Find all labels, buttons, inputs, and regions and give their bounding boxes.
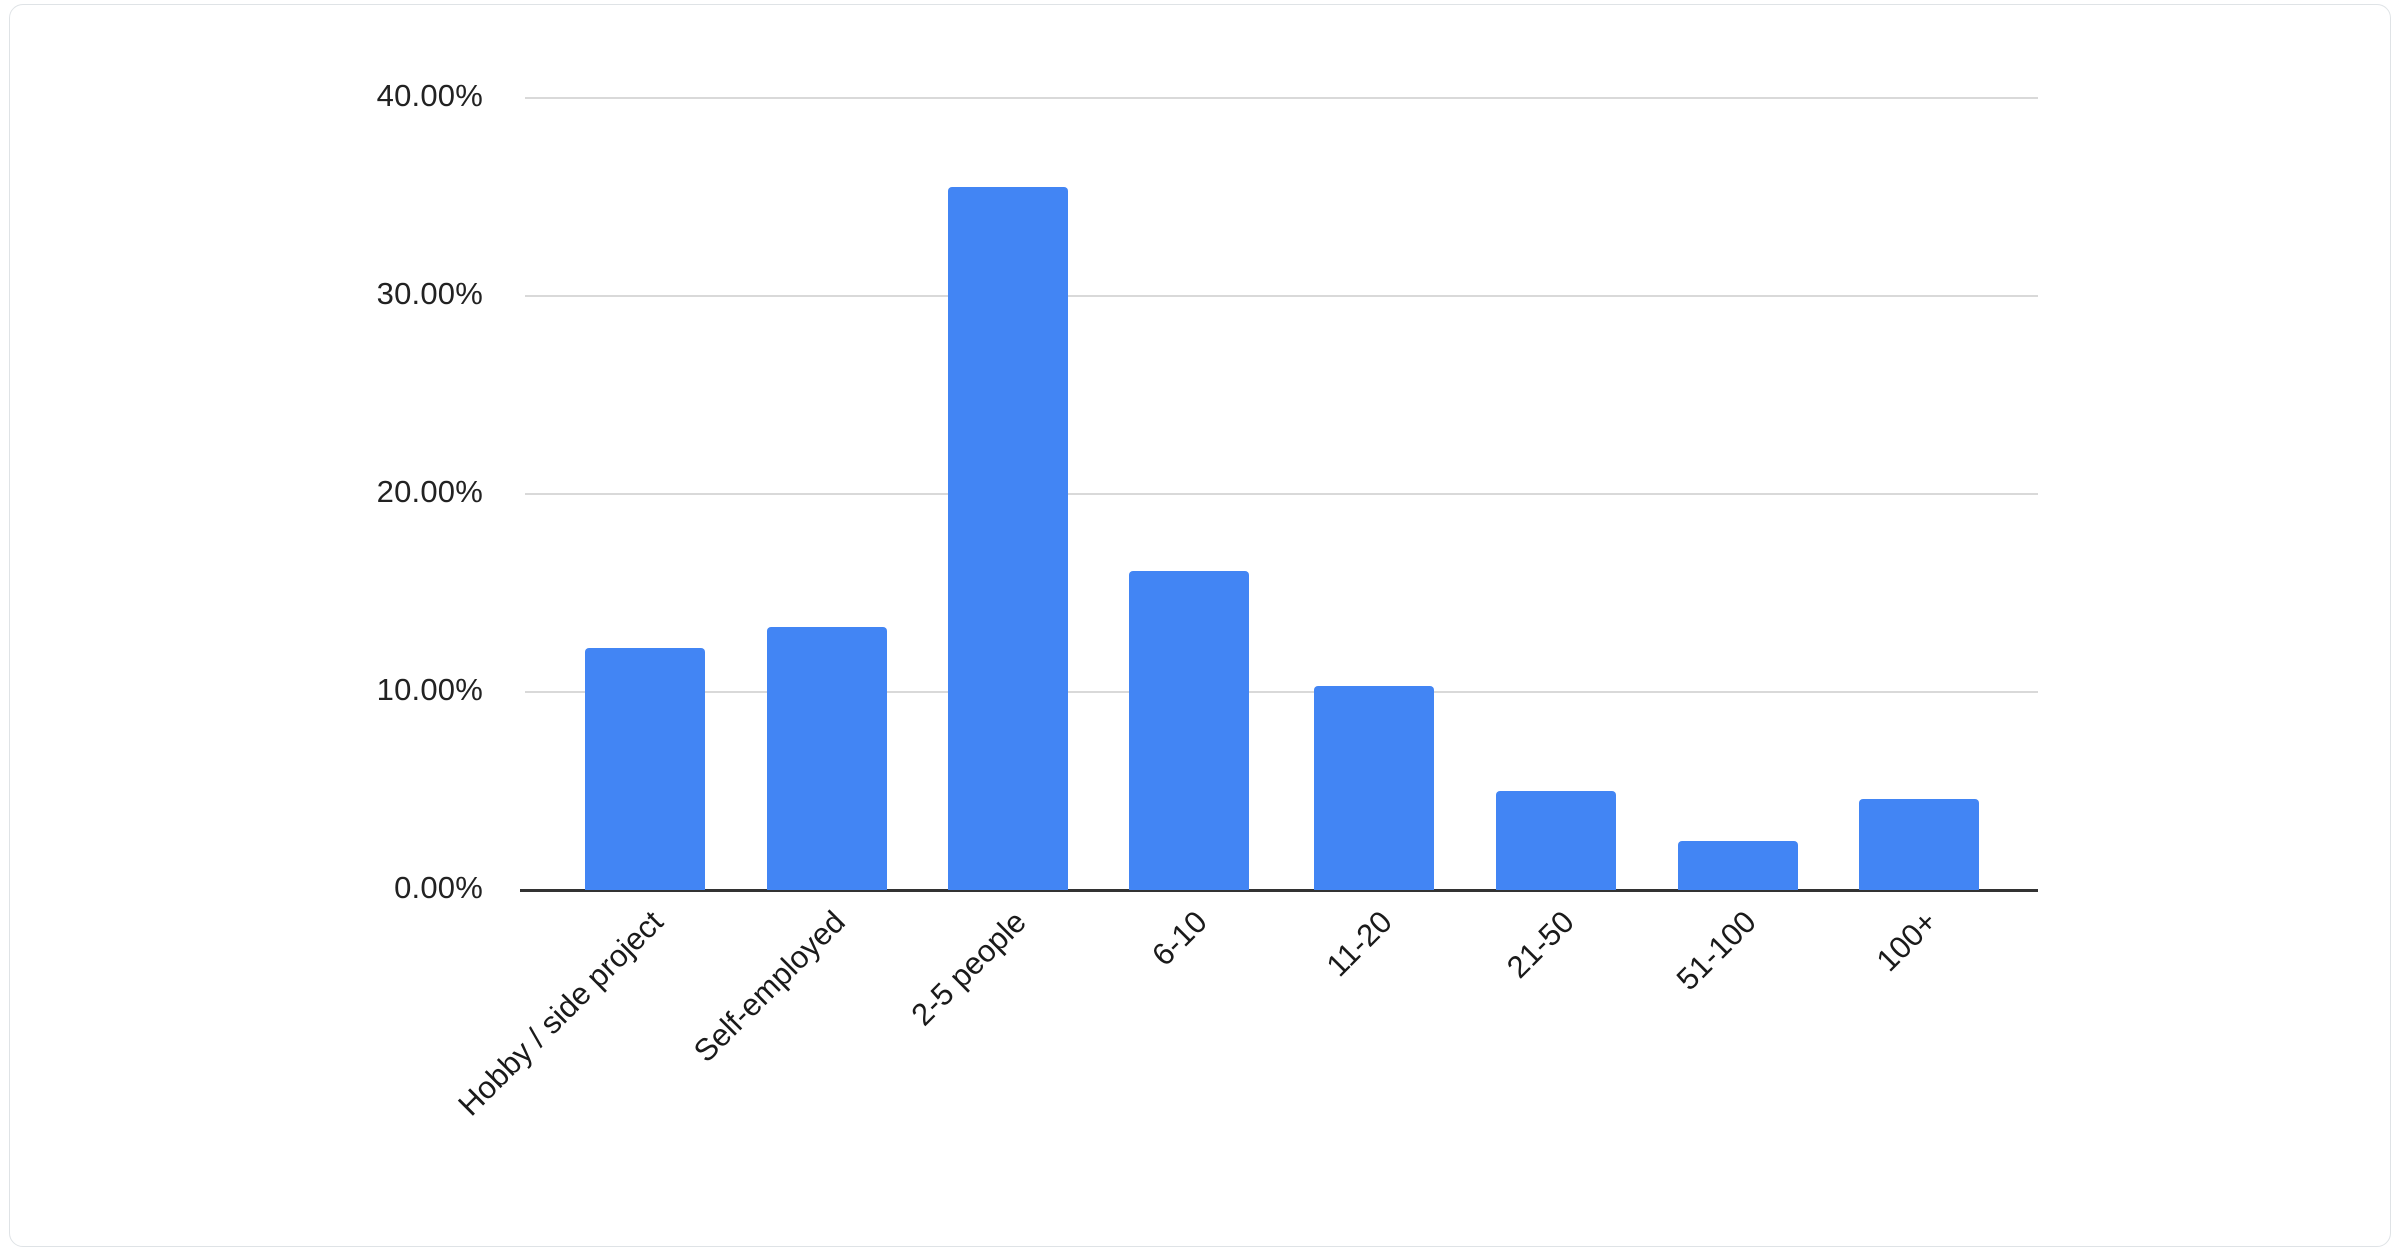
- y-axis-tick-label: 10.00%: [376, 672, 483, 707]
- gridline: [525, 295, 2038, 297]
- x-axis-tick-label: 21-50: [1500, 904, 1582, 986]
- bar[interactable]: [1859, 798, 1979, 890]
- x-axis-tick-label: 2-5 people: [904, 904, 1033, 1033]
- bar[interactable]: [1496, 791, 1616, 890]
- y-axis-tick-label: 30.00%: [376, 276, 483, 311]
- chart-card: 0.00% 10.00% 20.00% 30.00% 40.00% Hobby / sid…: [9, 4, 2391, 1247]
- y-axis-tick-label: 0.00%: [394, 870, 483, 905]
- x-axis-tick-label-text: Self-employed: [686, 904, 852, 1069]
- gridline: [525, 97, 2038, 99]
- bar[interactable]: [585, 648, 705, 890]
- x-axis-line: [520, 889, 2038, 892]
- x-axis-tick-label-text: Hobby / side project: [451, 904, 670, 1123]
- chart-plot-area: 0.00% 10.00% 20.00% 30.00% 40.00% Hobby / sid…: [10, 5, 2390, 1246]
- bar[interactable]: [767, 626, 887, 890]
- x-axis-tick-label-text: 2-5 people: [904, 904, 1033, 1033]
- bar[interactable]: [1678, 840, 1798, 890]
- x-axis-tick-label-text: 6-10: [1145, 904, 1214, 973]
- bar[interactable]: [1314, 686, 1434, 890]
- x-axis-tick-label-text: 11-20: [1319, 904, 1399, 984]
- x-axis-tick-label: 100+: [1870, 904, 1945, 979]
- x-axis-tick-label: Self-employed: [687, 904, 853, 1070]
- x-axis-tick-label-text: 100+: [1869, 904, 1944, 979]
- y-axis-tick-label: 40.00%: [376, 78, 483, 113]
- x-axis-tick-label-text: 51-100: [1669, 904, 1763, 998]
- x-axis-tick-label: Hobby / side project: [451, 904, 670, 1123]
- bar[interactable]: [948, 187, 1068, 890]
- x-axis-tick-label: 11-20: [1320, 904, 1400, 984]
- y-axis-tick-label: 20.00%: [376, 474, 483, 509]
- x-axis-tick-label-text: 21-50: [1499, 904, 1581, 985]
- x-axis-tick-label: 51-100: [1670, 904, 1764, 998]
- gridline: [525, 493, 2038, 495]
- gridline: [525, 691, 2038, 693]
- bar[interactable]: [1129, 571, 1249, 890]
- x-axis-tick-label: 6-10: [1145, 904, 1214, 973]
